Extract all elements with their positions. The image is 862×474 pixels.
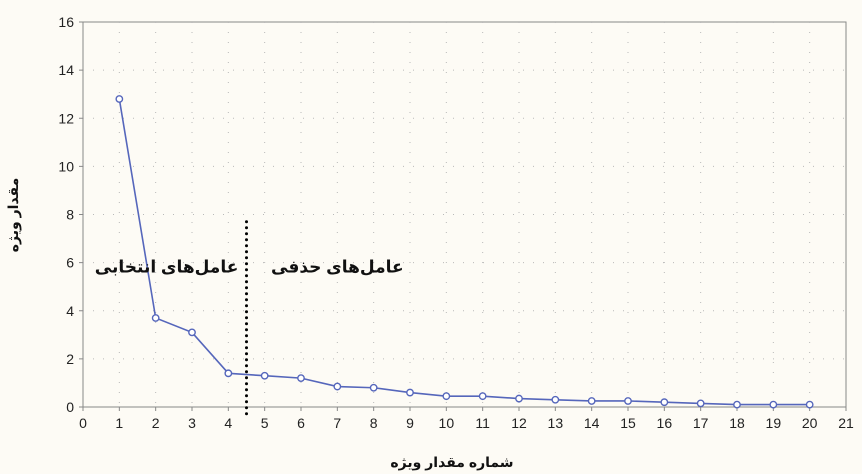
x-tick-label: 4: [224, 415, 232, 431]
data-point: [297, 374, 305, 383]
x-tick-label: 9: [406, 415, 414, 431]
y-tick-label: 8: [66, 207, 74, 223]
data-point: [805, 400, 814, 409]
data-point: [551, 395, 560, 404]
data-point: [151, 314, 160, 322]
y-tick-label: 2: [66, 351, 74, 367]
data-point: [696, 399, 705, 408]
x-tick-label: 17: [693, 415, 709, 431]
data-point: [660, 398, 669, 407]
y-tick-label: 0: [66, 399, 74, 415]
x-tick-label: 18: [729, 415, 745, 431]
data-point: [188, 328, 196, 337]
x-tick-label: 1: [115, 415, 123, 431]
data-point: [260, 371, 269, 380]
x-tick-label: 6: [297, 415, 305, 431]
annotations: عامل‌های انتخابی عامل‌های حذفی: [95, 257, 404, 276]
x-tick-label: 7: [333, 415, 341, 431]
y-tick-label: 6: [66, 255, 74, 271]
y-tick-label: 16: [58, 14, 74, 30]
data-point: [442, 392, 451, 401]
x-tick-label: 11: [475, 415, 490, 431]
grid: [83, 22, 846, 407]
x-tick-label: 21: [838, 415, 854, 431]
x-tick-label: 12: [511, 415, 527, 431]
data-point: [624, 397, 632, 405]
x-tick-label: 14: [584, 415, 600, 431]
y-tick-label: 4: [66, 303, 74, 319]
data-point: [769, 400, 778, 409]
data-point: [115, 95, 124, 103]
series-layer: [115, 95, 814, 409]
x-tick-label: 5: [261, 415, 269, 431]
annotation-label: عامل‌های حذفی: [271, 257, 404, 276]
data-point: [587, 397, 596, 405]
x-tick-label: 15: [620, 415, 636, 431]
x-tick-label: 16: [657, 415, 673, 431]
y-tick-label: 12: [58, 110, 74, 126]
data-point: [369, 383, 378, 392]
x-tick-label: 2: [152, 415, 160, 431]
y-axis-title: مقدار ویژه: [5, 178, 22, 253]
data-point: [733, 400, 741, 409]
x-tick-label: 20: [802, 415, 818, 431]
x-tick-label: 19: [766, 415, 782, 431]
eigenvalue-line: [118, 98, 810, 406]
data-point: [333, 382, 342, 391]
x-tick-label: 13: [548, 415, 564, 431]
plot-frame: [82, 21, 847, 408]
x-tick-label: 0: [79, 415, 87, 431]
y-tick-label: 10: [58, 158, 74, 174]
x-axis-title: شماره مقدار ویژه: [390, 454, 513, 471]
x-tick-label: 8: [370, 415, 378, 431]
data-point: [478, 392, 487, 401]
y-tick-label: 14: [58, 62, 74, 78]
data-point: [224, 369, 233, 378]
x-tick-label: 10: [439, 415, 455, 431]
data-point: [515, 394, 523, 403]
data-point: [406, 388, 414, 397]
x-tick-label: 3: [188, 415, 196, 431]
annotation-label: عامل‌های انتخابی: [95, 257, 239, 276]
